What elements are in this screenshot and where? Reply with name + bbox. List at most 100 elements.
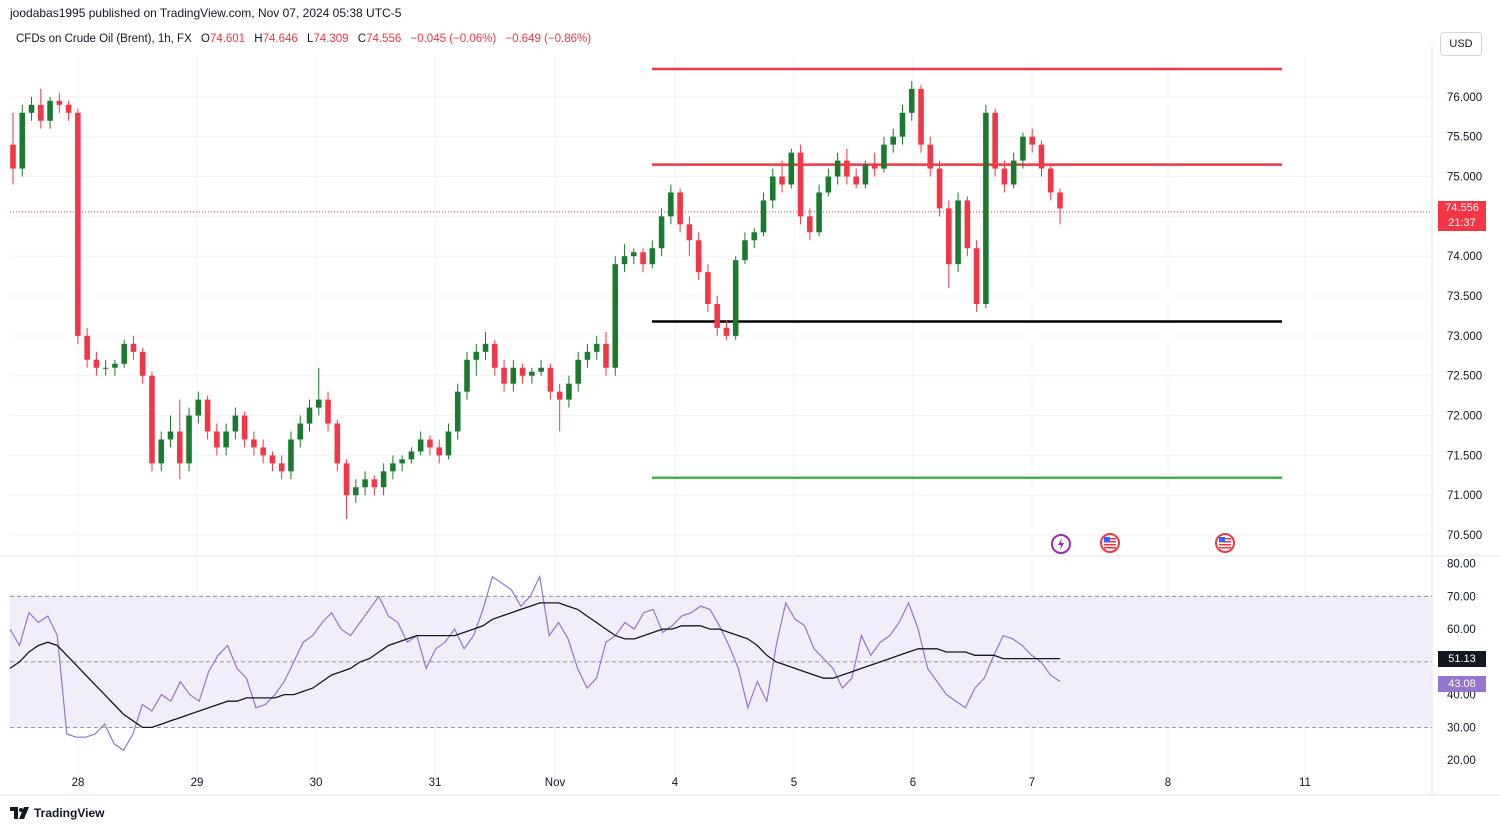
candle (28, 96, 35, 121)
candle-body (1047, 168, 1054, 193)
candle (390, 455, 396, 480)
candle (223, 423, 229, 456)
candle-body (705, 272, 711, 305)
rsi-tick-label: 40.00 (1447, 690, 1476, 702)
candle (797, 144, 804, 225)
candle (427, 435, 433, 456)
candle-body (936, 168, 943, 209)
candle (75, 108, 81, 344)
candle (371, 475, 378, 496)
currency-button[interactable]: USD (1440, 32, 1482, 56)
candle-body (260, 447, 266, 456)
candle (501, 359, 507, 392)
candle (353, 479, 359, 504)
high-label: H (254, 33, 263, 45)
candle-body (584, 351, 591, 360)
ohlc-legend: CFDs on Crude Oil (Brent), 1h, FX O74.60… (16, 33, 597, 45)
candle-body (983, 112, 989, 305)
candle (612, 256, 619, 376)
candle-body (269, 455, 276, 464)
candle-body (797, 152, 804, 217)
candle (445, 423, 452, 460)
candle-body (677, 192, 683, 225)
candle-body (575, 359, 581, 384)
candle-body (862, 164, 869, 185)
candle-body (380, 471, 387, 488)
open-value: 74.601 (209, 33, 246, 45)
candle (538, 359, 544, 376)
candle (93, 351, 100, 376)
candle-body (65, 104, 72, 113)
candle (139, 347, 146, 384)
candle-body (492, 343, 498, 368)
candle (241, 411, 248, 448)
price-axis: 76.00075.50075.00074.50074.00073.50073.0… (1447, 92, 1482, 542)
time-tick-label: 4 (672, 777, 679, 789)
candle (1020, 132, 1026, 169)
footer-brand[interactable]: TradingView (10, 806, 104, 820)
candle-body (649, 248, 656, 265)
candle (593, 335, 600, 360)
candle (640, 248, 646, 273)
candle (510, 359, 517, 392)
candle-body (93, 359, 100, 368)
candle (204, 395, 211, 440)
candle-body (834, 160, 841, 177)
price-tick-label: 73.000 (1447, 331, 1482, 343)
time-tick-label: 5 (791, 777, 797, 789)
candle (167, 415, 174, 448)
low-value: 74.309 (313, 33, 349, 45)
candle (334, 419, 341, 472)
candle (881, 136, 887, 173)
candle-body (1001, 168, 1008, 185)
candle-body (427, 439, 433, 448)
candle-body (547, 367, 554, 392)
candle (871, 152, 878, 177)
candle-body (695, 240, 702, 273)
open-label: O (200, 33, 210, 45)
candle-body (232, 415, 239, 432)
candle (908, 80, 915, 121)
earnings-event-icon (1051, 534, 1071, 554)
candle (1001, 160, 1008, 193)
candle-body (890, 136, 897, 145)
candle (65, 100, 72, 121)
candle-body (158, 439, 165, 464)
candle (649, 240, 656, 269)
candle-body (1010, 160, 1017, 185)
candle (807, 208, 813, 241)
candle-body (214, 431, 220, 448)
us-flag-event-icon (1100, 533, 1120, 553)
candle-body (149, 375, 155, 464)
publisher-line: joodabas1995 published on TradingView.co… (10, 6, 402, 20)
candle (84, 327, 90, 368)
candle (760, 192, 767, 237)
time-tick-label: 11 (1299, 777, 1311, 789)
price-tick-label: 70.500 (1447, 530, 1482, 542)
candle-body (593, 343, 600, 352)
candle (102, 359, 109, 376)
time-tick-label: 7 (1029, 777, 1035, 789)
us-flag-event-icon (1215, 533, 1235, 553)
candle (890, 128, 897, 153)
rsi-ma-line (9, 602, 1060, 729)
candle (621, 244, 628, 273)
close-label: C (357, 33, 367, 45)
candle (983, 104, 989, 308)
candle-body (445, 431, 452, 456)
candle (992, 108, 998, 177)
candle-body (241, 415, 248, 440)
candle (566, 375, 572, 408)
candle-body (621, 256, 628, 265)
candle-body (760, 200, 767, 233)
candle-body (519, 367, 526, 376)
last-price-countdown: 21:37 (1448, 217, 1476, 229)
candle (464, 351, 470, 400)
candle-body (612, 264, 619, 368)
candle-body (121, 343, 127, 364)
candle-body (964, 200, 971, 249)
tradingview-logo-icon (10, 807, 29, 819)
candle-body (788, 152, 795, 185)
symbol-label[interactable]: CFDs on Crude Oil (Brent), 1h, FX (16, 33, 192, 45)
